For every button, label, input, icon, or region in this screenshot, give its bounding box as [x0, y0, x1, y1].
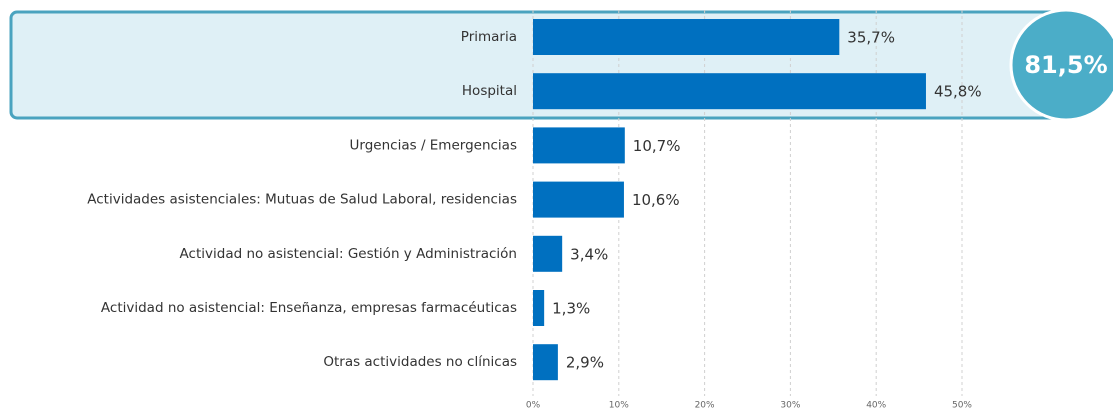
category-label: Actividad no asistencial: Enseñanza, emp… — [101, 300, 517, 316]
category-label: Primaria — [461, 29, 517, 45]
bar — [533, 19, 840, 55]
x-tick-label: 0% — [526, 401, 541, 410]
value-label: 1,3% — [552, 300, 590, 318]
bar — [533, 73, 926, 110]
x-tick-label: 30% — [780, 401, 800, 410]
x-tick-label: 20% — [695, 401, 715, 410]
bar — [533, 235, 563, 272]
value-label: 35,7% — [847, 29, 895, 47]
category-label: Urgencias / Emergencias — [350, 137, 517, 153]
value-label: 45,8% — [934, 83, 982, 101]
bar — [533, 181, 624, 218]
value-label: 3,4% — [570, 245, 608, 263]
bar — [533, 127, 625, 164]
plot: 0% 10% 20% 30% 40% 50% Primaria 35,7% Hospital 45… — [87, 10, 982, 410]
annotation: 81,5% — [1024, 51, 1107, 79]
value-label: 2,9% — [566, 354, 604, 372]
x-tick-label: 40% — [866, 401, 886, 410]
bar — [533, 290, 545, 326]
x-tick-label: 10% — [609, 401, 629, 410]
x-tick-label: 50% — [952, 401, 972, 410]
category-label: Hospital — [462, 83, 517, 99]
category-label: Otras actividades no clínicas — [323, 354, 517, 370]
bar — [533, 344, 558, 381]
annotation-circle — [1009, 8, 1113, 122]
category-label: Actividad no asistencial: Gestión y Admi… — [180, 246, 517, 262]
category-label: Actividades asistenciales: Mutuas de Sal… — [87, 192, 517, 208]
value-label: 10,7% — [633, 137, 681, 155]
value-label: 10,6% — [632, 191, 680, 209]
